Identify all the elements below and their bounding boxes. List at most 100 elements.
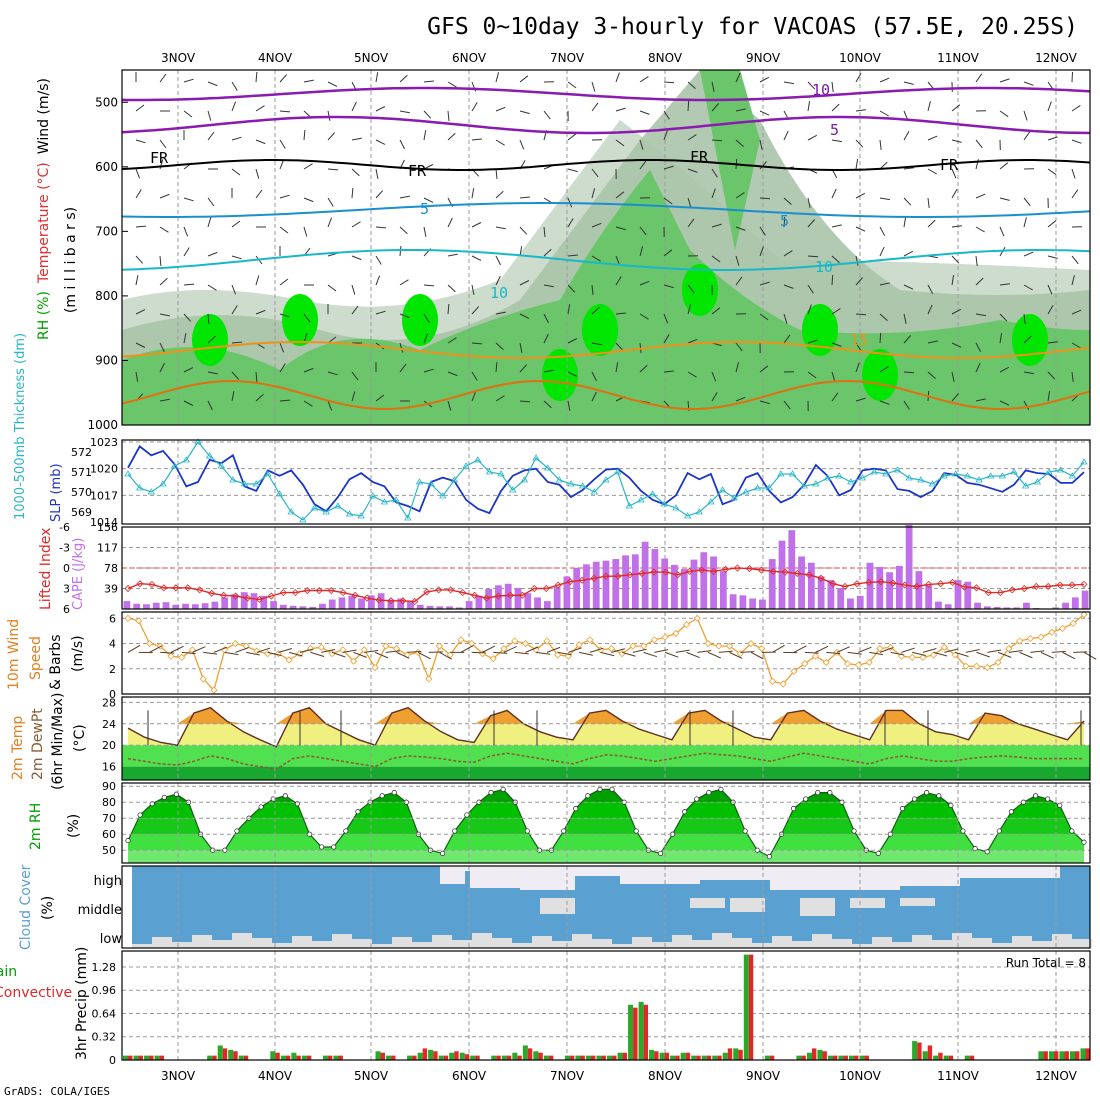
wind10m-point <box>768 677 777 685</box>
wind-barb <box>903 131 910 141</box>
wind-barb <box>927 135 938 141</box>
wind-barb <box>303 400 313 407</box>
ylabel-part: RH (%) <box>36 291 52 340</box>
wind-barb <box>183 197 194 202</box>
wind-barb <box>1047 391 1051 402</box>
cape-bar <box>221 597 229 609</box>
wind-barb <box>927 168 937 175</box>
thickness-point <box>858 474 867 481</box>
cape-bar <box>240 592 248 609</box>
thickness-point <box>1056 466 1065 473</box>
wind10m-barb <box>181 651 196 655</box>
wind10m-barb <box>256 647 271 653</box>
precip-total-bar <box>333 1055 339 1060</box>
cape-bar <box>563 576 571 609</box>
li-point <box>948 578 957 586</box>
precip-convective-bar <box>948 1055 954 1060</box>
cape-bar <box>993 606 1001 609</box>
thickness-point <box>299 516 307 523</box>
wind10m-point <box>682 621 691 629</box>
precip-total-bar <box>1038 1051 1044 1060</box>
wind10m-point <box>940 643 948 651</box>
rh2m-point <box>464 812 470 818</box>
precip-total-bar <box>322 1055 328 1060</box>
cape-bar <box>876 566 884 609</box>
wind-barb <box>327 168 339 171</box>
wind-barb <box>975 193 986 199</box>
wind-barb <box>1023 313 1026 324</box>
wind-barb <box>591 284 594 295</box>
cape-bar <box>279 604 287 609</box>
precip-total-bar <box>827 1055 834 1060</box>
cloud-low-fill <box>832 939 852 948</box>
wind-barb <box>231 136 242 141</box>
wind-barb <box>159 139 167 149</box>
wind-barb <box>687 338 698 344</box>
panel-frame <box>121 526 1091 610</box>
cape-bar <box>778 540 786 609</box>
wind-barb <box>183 367 194 373</box>
wind-barb <box>543 248 552 257</box>
wind10m-barb <box>514 651 529 655</box>
wind-barb <box>999 162 1009 170</box>
li-point <box>925 580 933 588</box>
wind10m-barb <box>460 645 474 653</box>
day-label-bottom: 12NOV <box>1035 1069 1077 1083</box>
precip-ylabel-conv: Convective <box>0 985 72 1001</box>
wind-barb <box>423 368 434 373</box>
wind10m-point <box>554 651 562 659</box>
day-label-bottom: 6NOV <box>452 1069 487 1083</box>
cape-bar <box>367 595 375 609</box>
wind-barb <box>207 131 215 141</box>
wind-barb <box>375 139 386 145</box>
wind-barb <box>951 104 961 112</box>
wind10m-point <box>511 637 519 645</box>
slp-tick-label: 1017 <box>90 489 118 502</box>
precip-total-bar <box>228 1049 234 1060</box>
thickness-point <box>240 480 249 487</box>
wind10m-point <box>285 656 293 664</box>
wind-barb <box>687 371 697 378</box>
panel-frame <box>121 950 1091 1061</box>
wind10m-point <box>747 639 755 648</box>
li-point <box>578 576 586 584</box>
panel-frame <box>121 782 1091 864</box>
thickness-point <box>170 462 179 469</box>
precip-convective-bar <box>391 1055 396 1060</box>
li-tick-label: 0 <box>63 562 70 575</box>
precip-total-bar <box>154 1055 160 1060</box>
temp-isoline-5 <box>121 202 1091 218</box>
wind-barb <box>975 73 983 83</box>
precip-total-bar <box>649 1049 655 1060</box>
wind-barb <box>591 222 602 228</box>
ylabel-part: Temperature (°C) <box>36 162 52 284</box>
cape-bar <box>935 601 942 609</box>
temp-tick-label: 28 <box>102 696 116 709</box>
rh2m-ylabel-1: 2m RH <box>28 803 44 850</box>
day-label-bottom: 7NOV <box>550 1069 585 1083</box>
wind-barb <box>279 278 289 286</box>
li-point <box>1056 581 1064 589</box>
rh2m-point <box>234 828 240 834</box>
wind-barb <box>447 253 458 257</box>
wind-barb <box>183 247 190 257</box>
slp-tick-label: 1023 <box>90 436 118 449</box>
precip-convective-bar <box>748 954 754 1060</box>
cape-bar <box>416 604 424 609</box>
wind-barb <box>471 284 475 295</box>
wind-barb <box>879 197 890 201</box>
precip-convective-bar <box>138 1055 143 1060</box>
rh-area-90 <box>802 304 838 356</box>
wind10m-barb <box>546 646 561 653</box>
li-point <box>566 578 574 586</box>
thickness-point <box>975 476 983 483</box>
temp-isoline-10 <box>121 249 1091 271</box>
wind-barb <box>999 78 1010 83</box>
li-point <box>124 584 132 593</box>
cape-bar <box>133 603 141 609</box>
wind10m-barb <box>1019 651 1033 659</box>
wind-barb <box>183 313 192 322</box>
contour-label: FR <box>408 162 427 180</box>
slp-line <box>127 445 1085 515</box>
cloud-high-fill <box>960 866 1060 878</box>
